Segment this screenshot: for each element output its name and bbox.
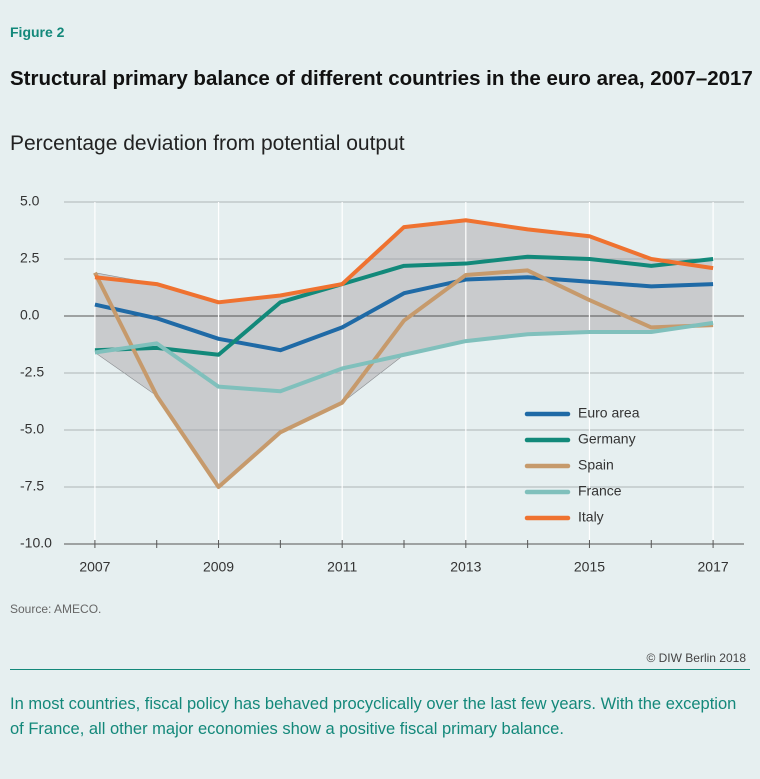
x-tick-label: 2015: [574, 559, 605, 575]
series-line: [93, 268, 714, 489]
divider: [10, 669, 750, 670]
x-tick-label: 2013: [450, 559, 481, 575]
x-tick-label: 2011: [327, 559, 357, 575]
copyright: © DIW Berlin 2018: [646, 651, 746, 665]
series-line: [94, 254, 714, 357]
y-tick-label: -5.0: [20, 421, 44, 437]
y-tick-label: 2.5: [20, 250, 40, 266]
x-tick-label: 2017: [698, 559, 729, 575]
legend-label: France: [578, 483, 622, 499]
y-tick-label: -2.5: [20, 364, 44, 380]
series-line: [94, 218, 714, 305]
x-tick-label: 2007: [79, 559, 110, 575]
legend-label: Germany: [578, 431, 636, 447]
y-tick-label: 0.0: [20, 307, 40, 323]
y-tick-label: -10.0: [20, 535, 52, 551]
series-line: [94, 275, 714, 353]
y-tick-label: -7.5: [20, 478, 44, 494]
chart-subtitle: Percentage deviation from potential outp…: [10, 132, 405, 155]
legend-label: Italy: [578, 509, 604, 525]
chart-title: Structural primary balance of different …: [10, 67, 753, 90]
legend-label: Spain: [578, 457, 614, 473]
caption: In most countries, fiscal policy has beh…: [10, 695, 737, 738]
x-tick-label: 2009: [203, 559, 234, 575]
legend-label: Euro area: [578, 405, 640, 421]
source: Source: AMECO.: [10, 602, 102, 616]
chart: 5.0 2.5 0.0 -2.5 -5.0 -7.5 -10.0 2007 2009 2011 20…: [20, 193, 744, 575]
y-tick-label: 5.0: [20, 193, 40, 209]
series-line: [94, 320, 714, 394]
figure-label: Figure 2: [10, 24, 65, 40]
